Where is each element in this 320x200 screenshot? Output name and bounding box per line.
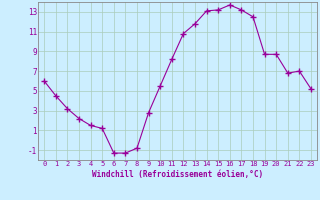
X-axis label: Windchill (Refroidissement éolien,°C): Windchill (Refroidissement éolien,°C) xyxy=(92,170,263,179)
